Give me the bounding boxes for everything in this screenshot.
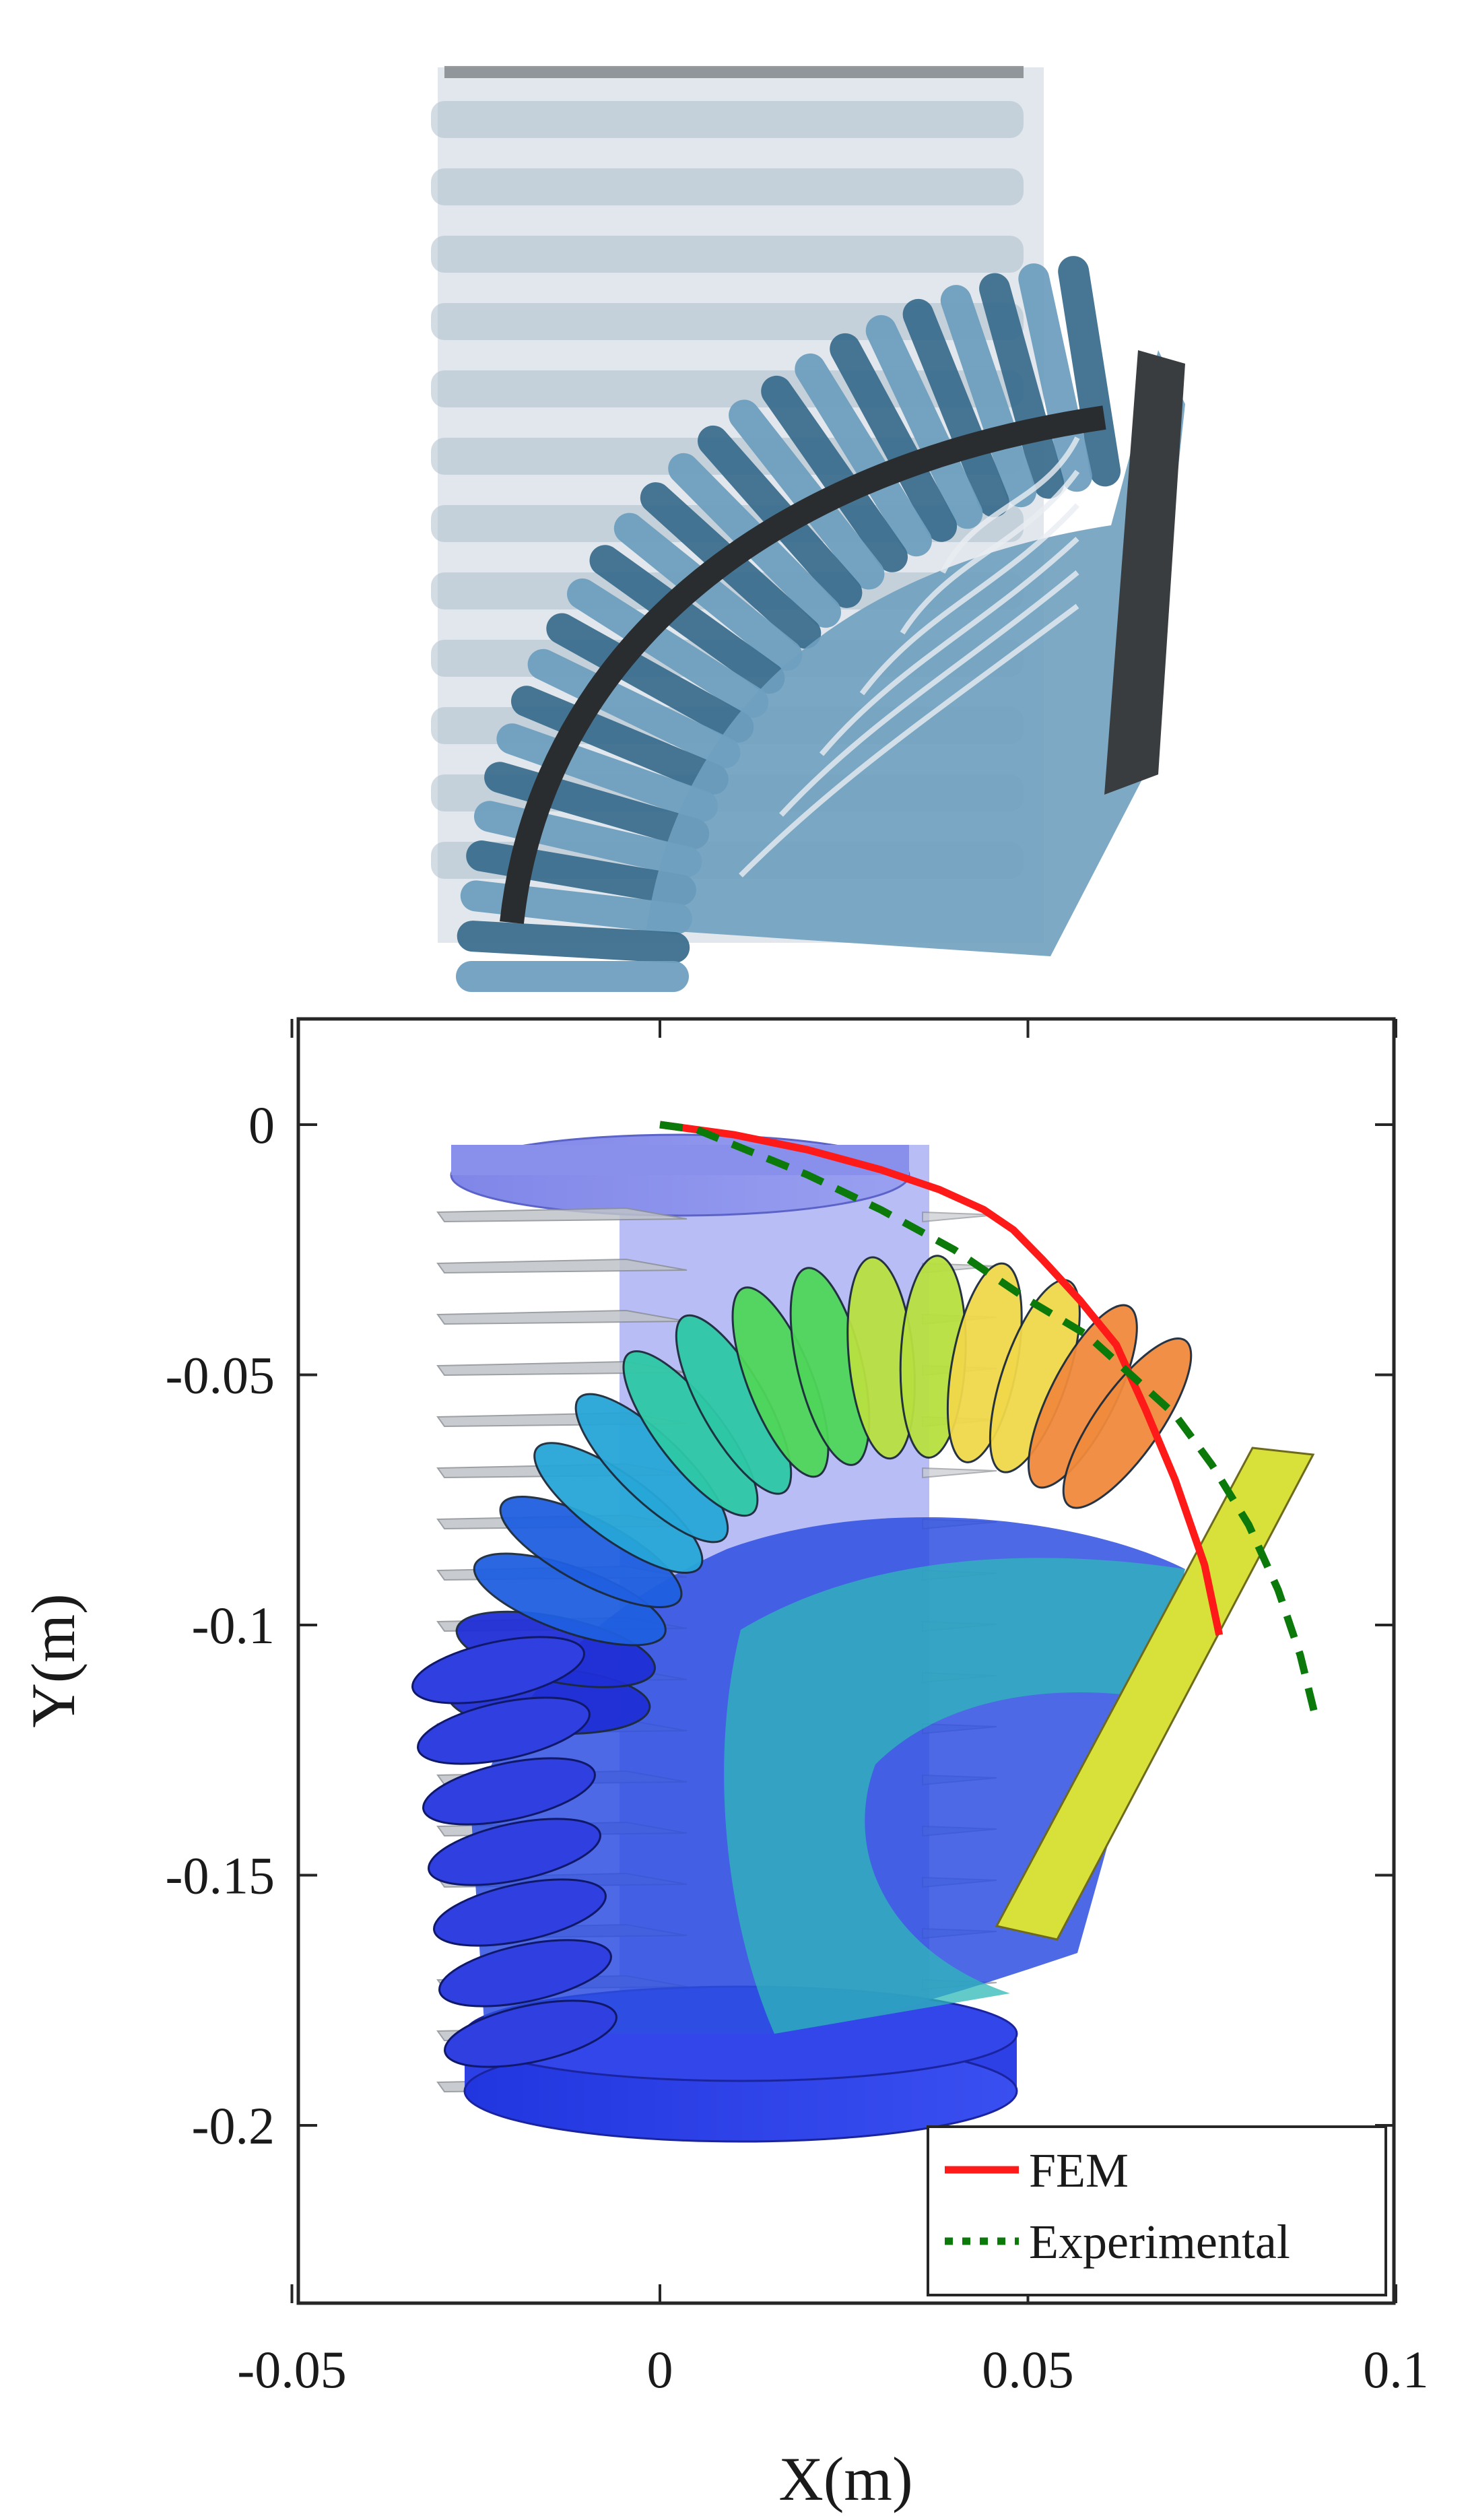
end-cap — [995, 1447, 1315, 1941]
fem-petal — [1062, 1337, 1193, 1509]
photo-tube — [859, 503, 1079, 696]
ghost-fold — [431, 101, 1024, 138]
legend: FEM Experimental — [927, 2125, 1387, 2296]
x-axis-title: X(m) — [778, 2445, 912, 2513]
x-tick-label: 0.05 — [982, 2340, 1074, 2399]
photo-fold — [830, 333, 958, 542]
ghost-fin-right — [922, 1211, 997, 1223]
y-tick-label: -0.1 — [192, 1596, 275, 1655]
y-axis: 0 -0.05 -0.1 -0.15 -0.2 — [166, 1096, 1394, 2155]
photo-fabric-block — [646, 350, 1185, 956]
x-tick-label: -0.05 — [237, 2340, 346, 2399]
y-tick-label: -0.2 — [192, 2096, 275, 2155]
photo-tube — [739, 603, 1079, 877]
fem-simulation-render — [411, 1133, 1315, 2143]
photo-fold — [457, 921, 690, 963]
ghost-top-plate — [444, 66, 1024, 78]
y-axis-title: Y(m) — [19, 1593, 88, 1727]
photo-fold — [795, 353, 932, 557]
photo-fold — [527, 649, 741, 768]
photo-fold — [613, 512, 803, 671]
ghost-fin — [436, 1207, 688, 1223]
y-tick-label: 0 — [248, 1096, 275, 1154]
fem-petal-lower — [417, 1696, 591, 1765]
photo-fold — [496, 723, 719, 822]
plot-frame — [296, 1017, 1396, 2305]
photo-fold — [979, 273, 1065, 499]
photo-end-plate — [1104, 350, 1185, 795]
ghost-fin-right — [922, 1467, 997, 1479]
photo-fold — [902, 298, 1009, 518]
photo-fold — [567, 578, 769, 718]
photo-fold — [940, 285, 1037, 508]
fem-petal-lower — [411, 1636, 585, 1704]
deformed-inner — [724, 1558, 1185, 2034]
photo-spine — [500, 405, 1106, 924]
photo-tube — [819, 537, 1079, 756]
ghost-fold — [431, 236, 1024, 273]
photo-fold — [1058, 256, 1121, 487]
photo-fold — [1018, 263, 1092, 492]
photo-tube — [779, 570, 1079, 817]
photo-fold — [484, 762, 710, 849]
y-tick-label: -0.05 — [166, 1346, 275, 1405]
legend-label-experimental: Experimental — [1029, 2215, 1290, 2269]
photo-fold — [729, 399, 885, 590]
photo-tube — [940, 436, 1080, 574]
y-tick-label: -0.15 — [166, 1847, 275, 1905]
photo-fold — [546, 613, 754, 743]
x-tick-label: 0.1 — [1363, 2340, 1429, 2399]
legend-box — [927, 2125, 1387, 2296]
fem-petal-lower — [428, 1818, 601, 1886]
ghost-fin — [436, 1258, 688, 1274]
fem-petal-lower — [444, 1999, 617, 2068]
fem-petal-lower — [438, 1939, 612, 2008]
legend-label-fem: FEM — [1029, 2144, 1129, 2197]
x-axis: -0.05 0 0.05 0.1 — [237, 1019, 1429, 2399]
photo-tube — [900, 469, 1080, 635]
ghost-fold — [431, 168, 1024, 205]
fem-petal-lower — [433, 1878, 607, 1947]
photo-fold — [761, 375, 908, 572]
series-layer — [659, 1121, 1319, 1717]
x-tick-label: 0 — [647, 2340, 673, 2399]
photo-fold — [511, 686, 729, 795]
actuator-photo — [431, 66, 1185, 992]
photo-fold — [865, 314, 983, 529]
photo-fold — [589, 545, 785, 694]
series-fem — [659, 1121, 1224, 1636]
fem-petal-lower — [422, 1757, 596, 1826]
